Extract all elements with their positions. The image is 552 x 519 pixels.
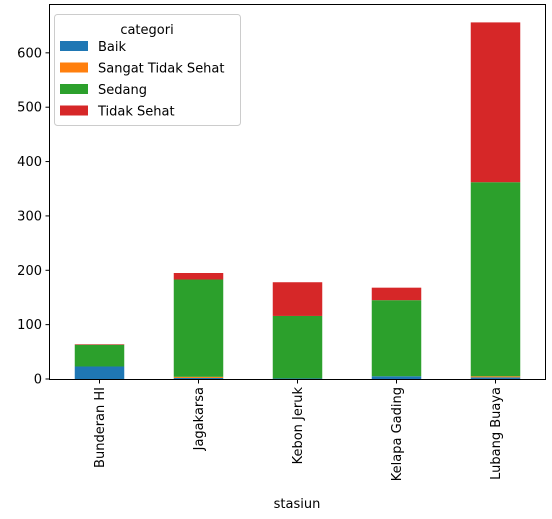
plot-frame (49, 4, 546, 380)
bar-segment (173, 279, 224, 377)
y-axis: 0 100 200 300 400 500 600 (17, 46, 50, 388)
x-tick-label: Lubang Buaya (489, 387, 504, 480)
legend-swatch (60, 41, 88, 51)
y-tick-label: 400 (17, 155, 42, 170)
bar-segment (371, 287, 422, 301)
legend-items: Baik Sangat Tidak Sehat Sedang Tidak Sehat (60, 40, 225, 120)
bar-segment (470, 22, 521, 183)
legend-frame (54, 14, 241, 126)
legend-label: Sedang (98, 83, 147, 98)
x-axis: Bunderan HI Jagakarsa Kebon Jeruk Kelapa Ga… (93, 379, 504, 481)
bar-segment (74, 344, 125, 367)
y-tick-label: 600 (17, 46, 42, 61)
legend-swatch (60, 84, 88, 94)
bar-segment (272, 378, 323, 379)
x-axis-title: stasiun (274, 497, 321, 512)
x-tick-label: Jagakarsa (192, 387, 207, 451)
x-tick-label: Kelapa Gading (390, 387, 405, 481)
bar-segment (173, 376, 224, 378)
legend-swatch (60, 105, 88, 116)
bar-segment (272, 282, 323, 316)
bar-segment (173, 273, 224, 280)
legend-title: categori (120, 23, 173, 38)
bar-segment (470, 376, 521, 378)
legend: categori Baik Sangat Tidak Sehat Sedang Tid… (54, 14, 241, 126)
x-tick-label: Bunderan HI (93, 387, 108, 468)
legend-label: Sangat Tidak Sehat (98, 62, 225, 77)
y-tick-label: 300 (17, 209, 42, 224)
x-tick-label: Kebon Jeruk (291, 387, 306, 465)
bars-layer (74, 22, 521, 379)
bar-segment (74, 366, 125, 379)
bar-segment (371, 376, 422, 379)
bar-segment (74, 344, 125, 345)
y-tick-label: 200 (17, 264, 42, 279)
bar-segment (470, 182, 521, 377)
bar-segment (272, 315, 323, 379)
y-tick-label: 500 (17, 101, 42, 116)
legend-swatch (60, 62, 88, 73)
legend-label: Baik (98, 40, 126, 55)
y-tick-label: 0 (34, 373, 42, 388)
bar-segment (173, 377, 224, 379)
y-tick-label: 100 (17, 318, 42, 333)
bar-segment (470, 377, 521, 379)
legend-label: Tidak Sehat (97, 105, 175, 120)
bar-segment (371, 300, 422, 377)
